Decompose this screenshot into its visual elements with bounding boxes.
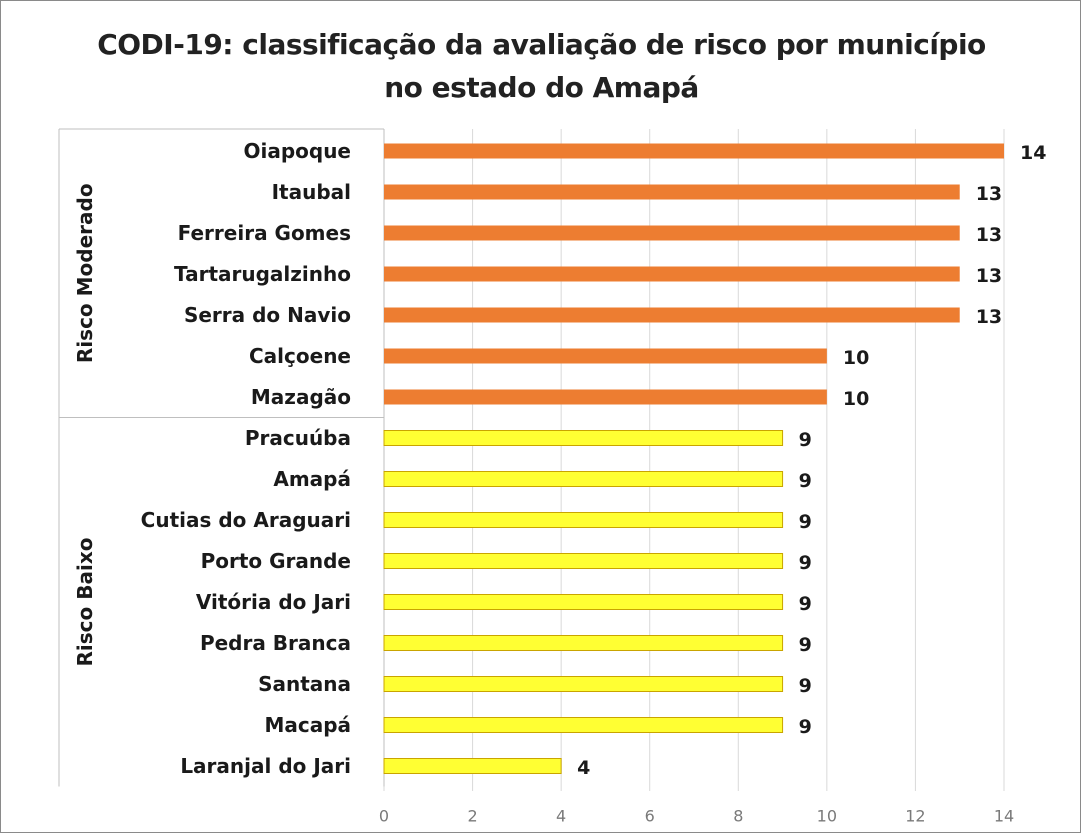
data-label: 13 bbox=[976, 306, 1002, 328]
data-label: 9 bbox=[799, 593, 812, 615]
x-tick-label: 2 bbox=[467, 807, 477, 826]
data-label: 9 bbox=[799, 634, 812, 656]
bar bbox=[384, 184, 960, 200]
data-label: 13 bbox=[976, 183, 1002, 205]
data-label: 4 bbox=[577, 757, 590, 779]
category-label: Santana bbox=[258, 672, 351, 696]
bar bbox=[383, 512, 784, 528]
bar bbox=[383, 594, 784, 610]
x-tick-label: 8 bbox=[733, 807, 743, 826]
x-tick-label: 4 bbox=[556, 807, 566, 826]
bar bbox=[384, 307, 960, 323]
bar bbox=[384, 348, 827, 364]
category-label: Porto Grande bbox=[201, 549, 351, 573]
bar bbox=[384, 389, 827, 405]
category-label: Oiapoque bbox=[243, 139, 351, 163]
data-label: 9 bbox=[799, 470, 812, 492]
bar bbox=[384, 266, 960, 282]
x-tick-label: 14 bbox=[994, 807, 1014, 826]
data-label: 13 bbox=[976, 224, 1002, 246]
category-label: Pedra Branca bbox=[200, 631, 351, 655]
bar bbox=[383, 553, 784, 569]
data-label: 9 bbox=[799, 552, 812, 574]
data-label: 13 bbox=[976, 265, 1002, 287]
x-tick-label: 12 bbox=[905, 807, 925, 826]
bar bbox=[383, 676, 784, 692]
data-label: 9 bbox=[799, 716, 812, 738]
data-label: 10 bbox=[843, 347, 869, 369]
group-label-1: Risco Baixo bbox=[73, 538, 97, 667]
category-label: Mazagão bbox=[251, 385, 351, 409]
bar bbox=[383, 430, 784, 446]
category-label: Laranjal do Jari bbox=[180, 754, 351, 778]
x-tick-label: 0 bbox=[379, 807, 389, 826]
x-tick-label: 10 bbox=[817, 807, 837, 826]
bar bbox=[384, 143, 1004, 159]
data-label: 9 bbox=[799, 511, 812, 533]
bar bbox=[384, 225, 960, 241]
data-label: 9 bbox=[799, 429, 812, 451]
group-label-0: Risco Moderado bbox=[73, 183, 97, 363]
category-label: Ferreira Gomes bbox=[178, 221, 351, 245]
category-label: Amapá bbox=[273, 467, 351, 491]
category-label: Tartarugalzinho bbox=[174, 262, 351, 286]
category-label: Serra do Navio bbox=[184, 303, 351, 327]
category-label: Macapá bbox=[264, 713, 351, 737]
category-label: Vitória do Jari bbox=[196, 590, 351, 614]
chart-title-line-2: no estado do Amapá bbox=[384, 71, 699, 104]
bar bbox=[383, 471, 784, 487]
data-label: 10 bbox=[843, 388, 869, 410]
data-label: 14 bbox=[1020, 142, 1046, 164]
bar bbox=[383, 635, 784, 651]
category-label: Pracuúba bbox=[245, 426, 351, 450]
chart-title-line-1: CODI-19: classificação da avaliação de r… bbox=[97, 28, 986, 61]
category-label: Cutias do Araguari bbox=[141, 508, 351, 532]
category-label: Calçoene bbox=[249, 344, 351, 368]
x-tick-label: 6 bbox=[645, 807, 655, 826]
bar bbox=[383, 717, 784, 733]
category-label: Itaubal bbox=[272, 180, 351, 204]
data-label: 9 bbox=[799, 675, 812, 697]
bar bbox=[383, 758, 562, 774]
